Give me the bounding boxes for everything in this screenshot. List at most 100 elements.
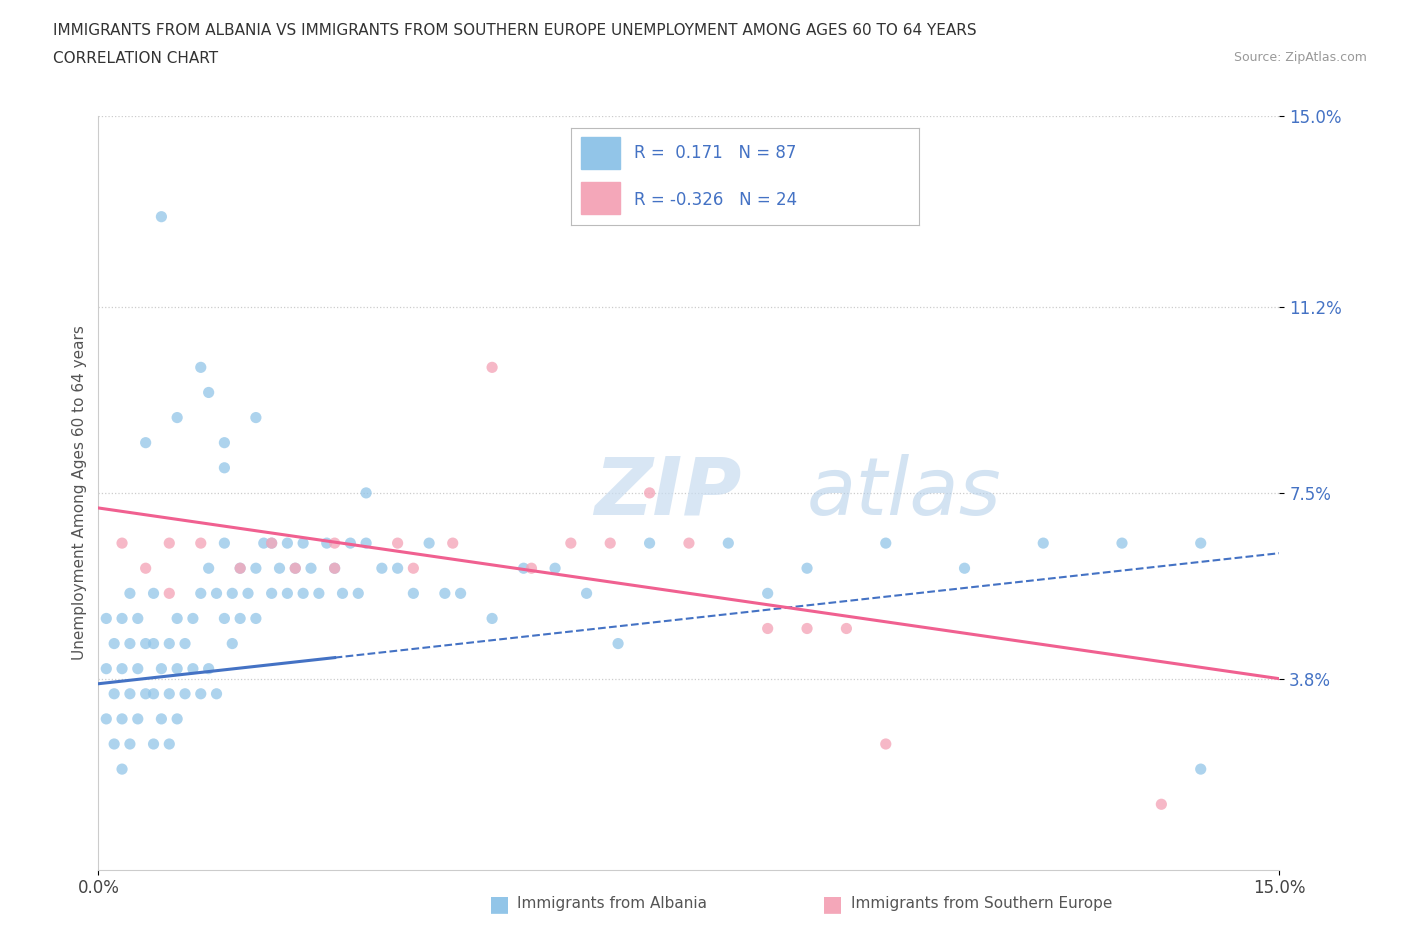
- Point: [181, 661, 204, 676]
- Point: [450, 586, 472, 601]
- Point: [150, 711, 173, 726]
- Point: [354, 536, 377, 551]
- Point: [150, 661, 173, 676]
- Point: [197, 385, 219, 400]
- Point: [157, 536, 180, 551]
- Point: [103, 737, 125, 751]
- Point: [292, 586, 315, 601]
- Point: [796, 561, 818, 576]
- Point: [245, 410, 267, 425]
- Point: [299, 561, 322, 576]
- Point: [607, 636, 630, 651]
- Point: [875, 737, 897, 751]
- Point: [260, 536, 283, 551]
- Point: [166, 611, 188, 626]
- Point: [111, 711, 134, 726]
- Point: [190, 536, 212, 551]
- Point: [96, 711, 118, 726]
- Point: [1111, 536, 1133, 551]
- Text: ZIP: ZIP: [595, 454, 742, 532]
- Point: [96, 661, 118, 676]
- Point: [638, 485, 661, 500]
- Point: [197, 561, 219, 576]
- Point: [260, 536, 283, 551]
- Point: [205, 586, 228, 601]
- Point: [678, 536, 700, 551]
- Point: [339, 536, 361, 551]
- Point: [520, 561, 543, 576]
- Point: [354, 485, 377, 500]
- Point: [347, 586, 370, 601]
- Text: CORRELATION CHART: CORRELATION CHART: [53, 51, 218, 66]
- Point: [229, 561, 252, 576]
- Point: [157, 586, 180, 601]
- Point: [512, 561, 534, 576]
- Point: [260, 586, 283, 601]
- Point: [1189, 762, 1212, 777]
- Point: [118, 686, 141, 701]
- Point: [953, 561, 976, 576]
- Point: [323, 561, 346, 576]
- Point: [323, 561, 346, 576]
- Point: [402, 561, 425, 576]
- Point: [253, 536, 276, 551]
- Point: [214, 536, 236, 551]
- Point: [174, 636, 197, 651]
- Point: [135, 686, 157, 701]
- Point: [418, 536, 440, 551]
- Point: [371, 561, 394, 576]
- Point: [166, 711, 188, 726]
- Point: [96, 611, 118, 626]
- Point: [575, 586, 598, 601]
- Point: [166, 661, 188, 676]
- Point: [221, 586, 243, 601]
- Text: Immigrants from Southern Europe: Immigrants from Southern Europe: [851, 897, 1112, 911]
- Point: [135, 435, 157, 450]
- Point: [135, 636, 157, 651]
- Text: Immigrants from Albania: Immigrants from Albania: [517, 897, 707, 911]
- Point: [142, 586, 165, 601]
- Point: [638, 536, 661, 551]
- Point: [150, 209, 173, 224]
- Point: [103, 686, 125, 701]
- Point: [157, 686, 180, 701]
- Text: atlas: atlas: [807, 454, 1002, 532]
- Point: [190, 360, 212, 375]
- Y-axis label: Unemployment Among Ages 60 to 64 years: Unemployment Among Ages 60 to 64 years: [72, 326, 87, 660]
- Point: [284, 561, 307, 576]
- Point: [544, 561, 567, 576]
- Point: [441, 536, 464, 551]
- Point: [103, 636, 125, 651]
- Point: [269, 561, 291, 576]
- Point: [214, 435, 236, 450]
- Text: IMMIGRANTS FROM ALBANIA VS IMMIGRANTS FROM SOUTHERN EUROPE UNEMPLOYMENT AMONG AG: IMMIGRANTS FROM ALBANIA VS IMMIGRANTS FR…: [53, 23, 977, 38]
- Point: [142, 686, 165, 701]
- Point: [111, 762, 134, 777]
- Point: [197, 661, 219, 676]
- Point: [387, 536, 409, 551]
- Point: [323, 536, 346, 551]
- Point: [118, 737, 141, 751]
- Point: [174, 686, 197, 701]
- Point: [796, 621, 818, 636]
- Point: [221, 636, 243, 651]
- Point: [481, 360, 503, 375]
- Point: [236, 586, 259, 601]
- Point: [717, 536, 740, 551]
- Point: [315, 536, 337, 551]
- Point: [245, 611, 267, 626]
- Point: [560, 536, 582, 551]
- Point: [127, 661, 149, 676]
- Point: [127, 611, 149, 626]
- Point: [245, 561, 267, 576]
- Point: [157, 737, 180, 751]
- Point: [190, 686, 212, 701]
- Point: [276, 536, 298, 551]
- Point: [142, 636, 165, 651]
- Point: [756, 621, 779, 636]
- Point: [181, 611, 204, 626]
- Point: [205, 686, 228, 701]
- Point: [481, 611, 503, 626]
- Point: [135, 561, 157, 576]
- Point: [332, 586, 354, 601]
